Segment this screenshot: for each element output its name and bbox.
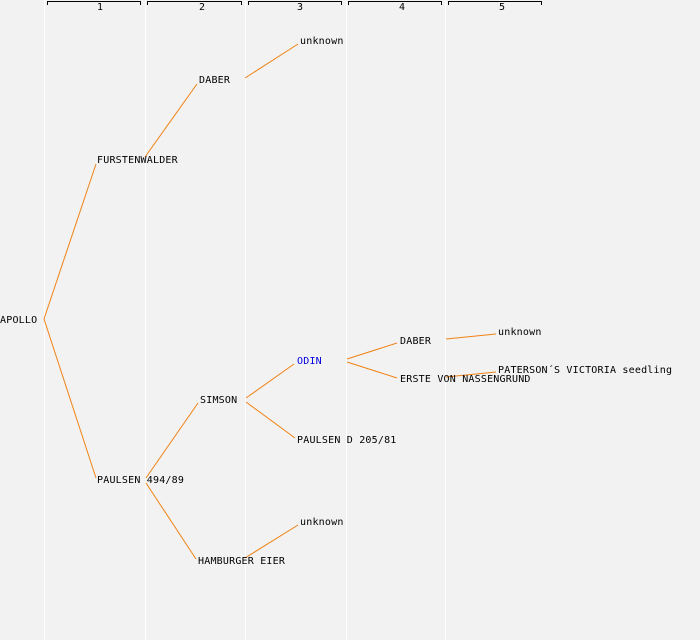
node-daber-1: DABER <box>199 75 231 86</box>
generation-number-4: 4 <box>398 2 406 13</box>
edge-hamburger-eier-unknown-3 <box>244 524 299 559</box>
edge-daber-1-unknown-1 <box>244 43 299 79</box>
generation-number-2: 2 <box>198 2 206 13</box>
generation-number-3: 3 <box>296 2 304 13</box>
edge-simson-paulsen-d-205-81 <box>245 401 296 439</box>
generation-bracket-5 <box>448 1 542 5</box>
edge-odin-daber-2 <box>346 342 398 360</box>
generation-number-1: 1 <box>96 2 104 13</box>
edge-apollo-furstenwalder <box>43 163 97 320</box>
node-unknown-2: unknown <box>498 327 542 338</box>
edge-erste-von-nassengrund-paterson-s-victoria-seedling <box>445 371 497 378</box>
node-daber-2: DABER <box>400 336 432 347</box>
node-furstenwalder: FURSTENWALDER <box>97 155 178 166</box>
node-odin[interactable]: ODIN <box>297 356 322 367</box>
edge-furstenwalder-daber-1 <box>144 83 198 158</box>
node-paterson-s-victoria-seedling: PATERSON´S VICTORIA seedling <box>498 365 673 376</box>
column-gridline <box>245 0 246 640</box>
node-apollo: APOLLO <box>0 315 38 326</box>
edge-paulsen-494-89-simson <box>145 402 199 479</box>
generation-bracket-4 <box>348 1 442 5</box>
column-gridline <box>346 0 347 640</box>
edge-odin-erste-von-nassengrund <box>346 361 398 379</box>
column-gridline <box>145 0 146 640</box>
node-paulsen-494-89: PAULSEN 494/89 <box>97 475 185 486</box>
node-unknown-3: unknown <box>300 517 344 528</box>
node-paulsen-d-205-81: PAULSEN D 205/81 <box>297 435 397 446</box>
node-erste-von-nassengrund: ERSTE VON NASSENGRUND <box>400 374 531 385</box>
generation-bracket-1 <box>47 1 141 5</box>
edge-daber-2-unknown-2 <box>445 333 497 340</box>
edge-paulsen-494-89-hamburger-eier <box>145 482 197 560</box>
column-gridline <box>445 0 446 640</box>
generation-bracket-2 <box>147 1 242 5</box>
node-simson: SIMSON <box>200 395 238 406</box>
generation-number-5: 5 <box>498 2 506 13</box>
edge-apollo-paulsen-494-89 <box>43 318 97 479</box>
generation-bracket-3 <box>248 1 342 5</box>
edge-simson-odin <box>245 363 295 399</box>
node-unknown-1: unknown <box>300 36 344 47</box>
node-hamburger-eier: HAMBURGER EIER <box>198 556 286 567</box>
